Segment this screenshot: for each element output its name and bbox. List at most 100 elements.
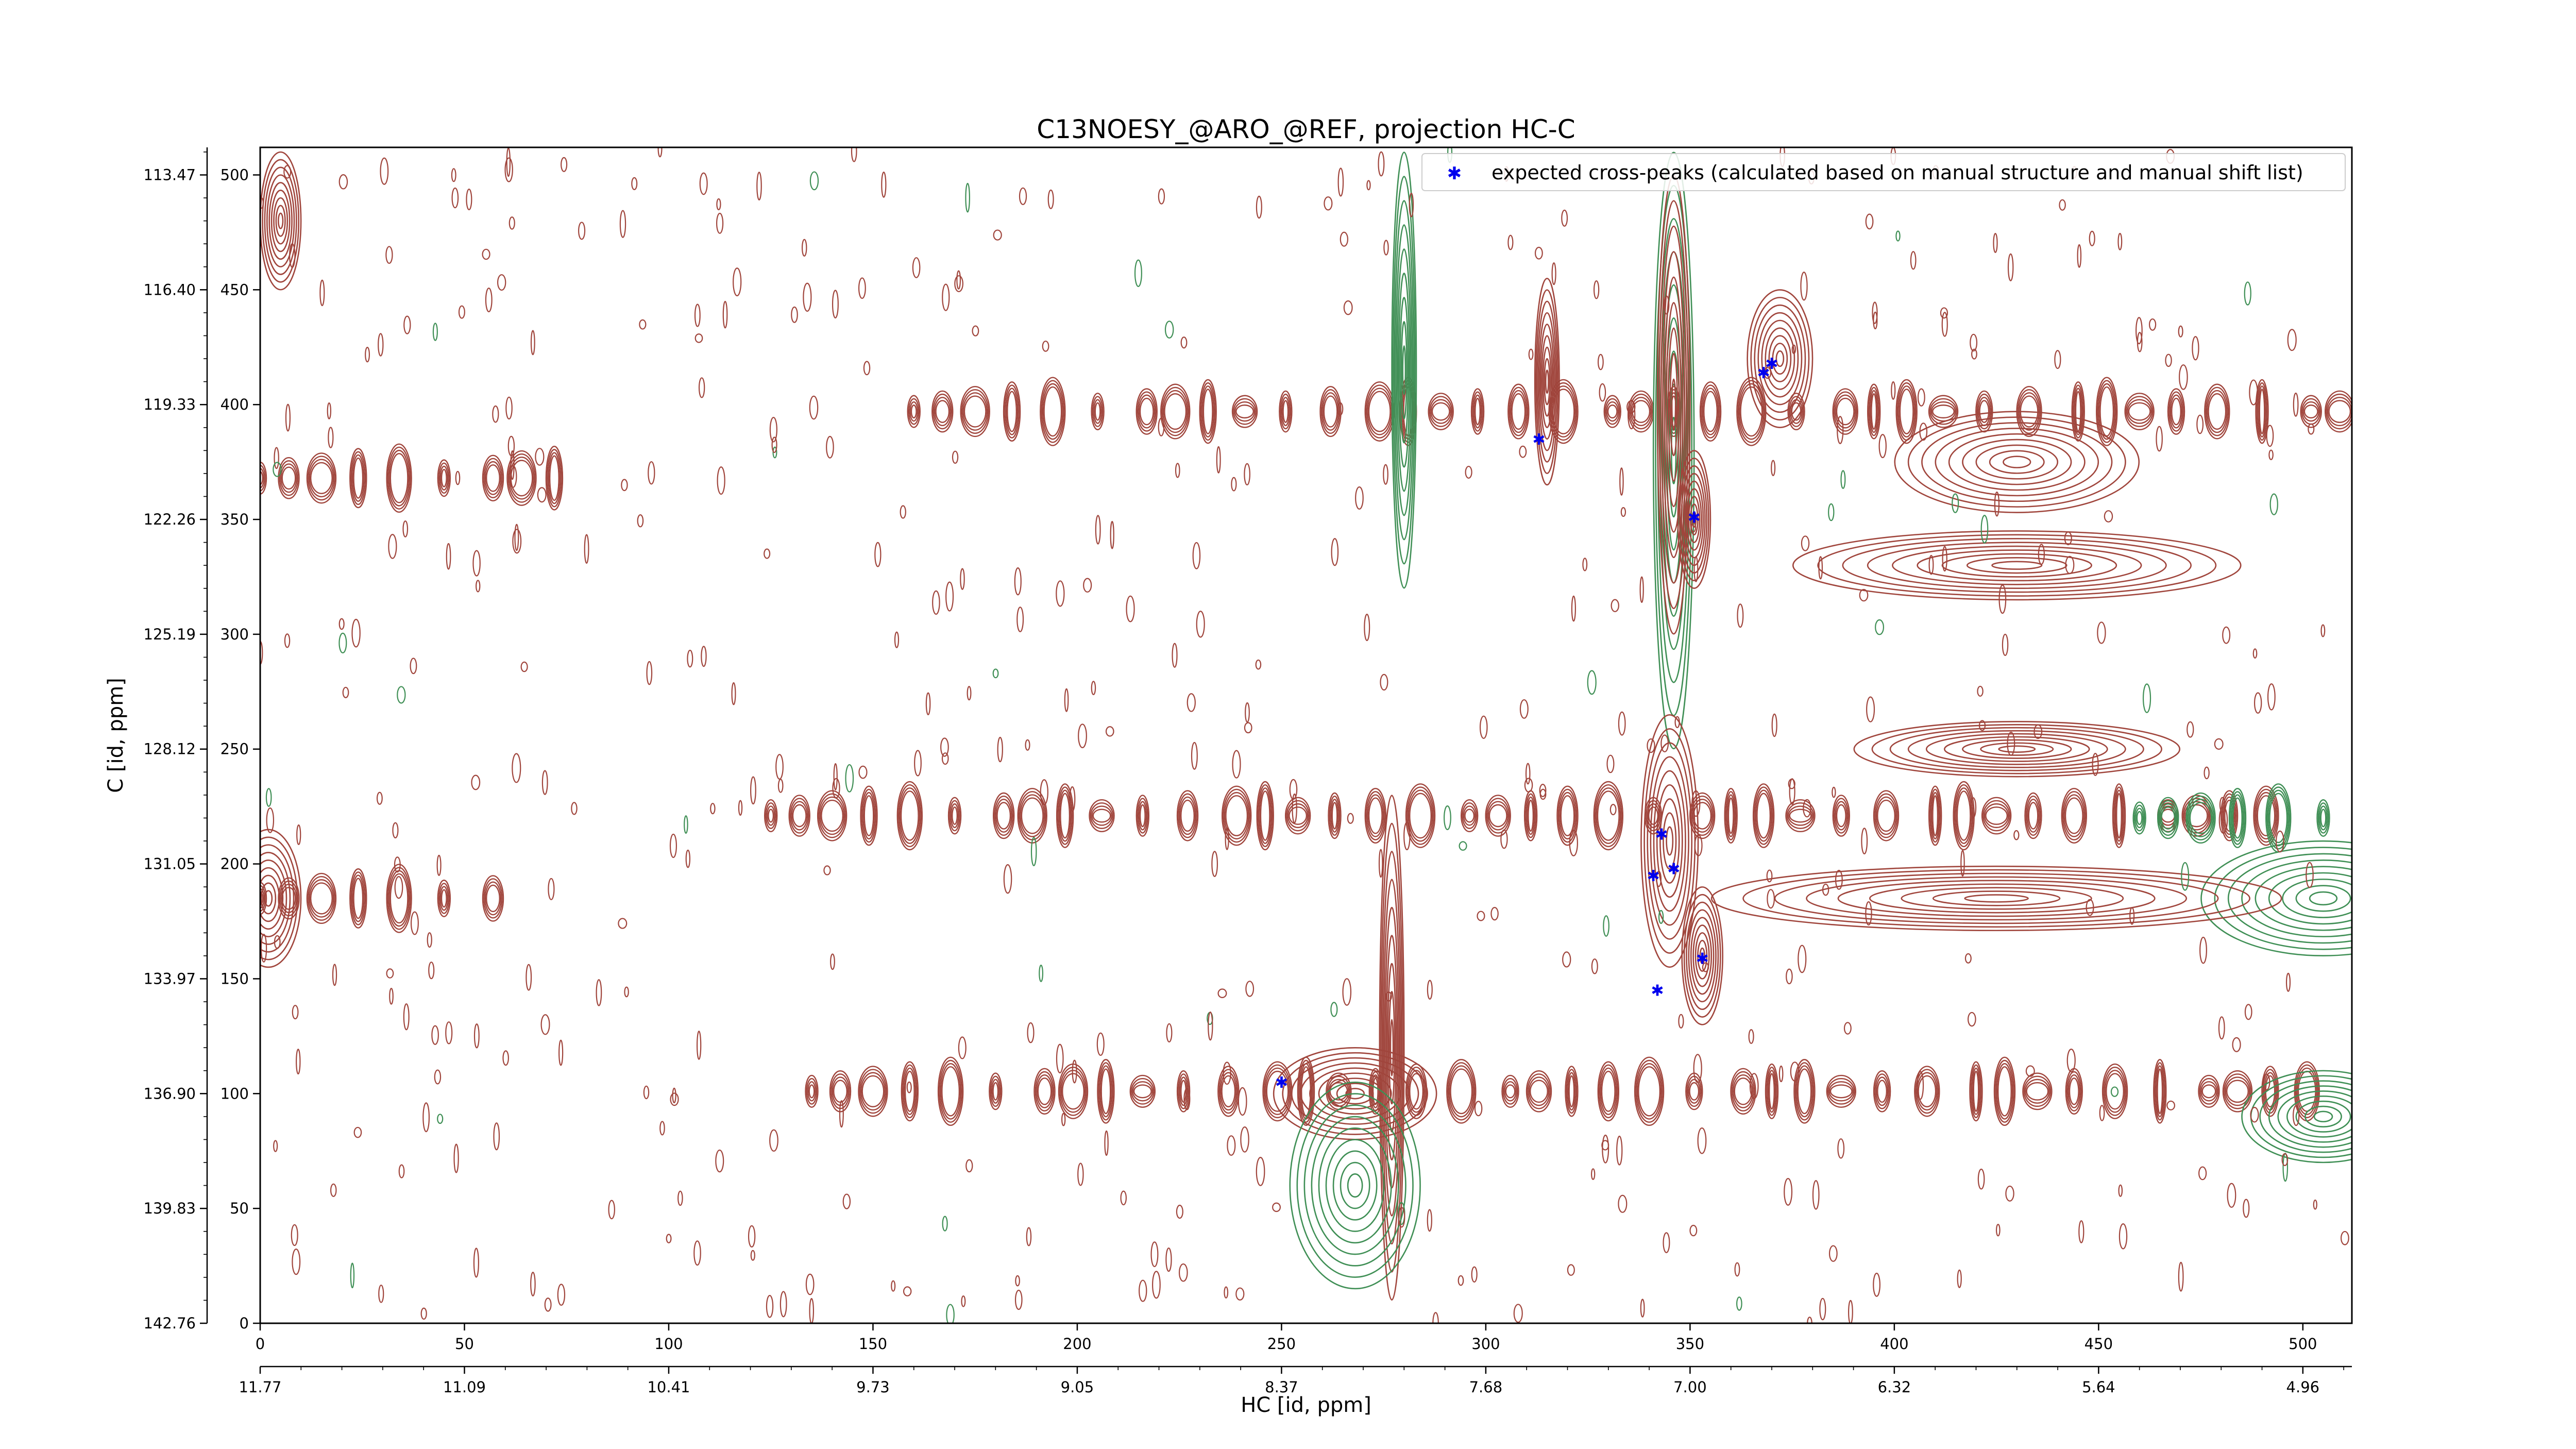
contour-ring bbox=[1331, 802, 1338, 830]
noise-contour bbox=[1471, 1266, 1478, 1283]
noise-contour bbox=[473, 1023, 480, 1049]
contour-ring bbox=[2103, 1066, 2127, 1116]
contour-ring bbox=[904, 1070, 915, 1112]
contour-ring bbox=[2223, 796, 2236, 835]
noise-contour bbox=[351, 618, 361, 648]
contour-ring bbox=[1368, 797, 1383, 834]
contour-ring bbox=[2259, 389, 2265, 434]
noise-contour bbox=[952, 450, 959, 464]
contour-ring bbox=[1755, 789, 1772, 842]
x-ppm-tick-label: 10.41 bbox=[647, 1378, 690, 1396]
contour-ring bbox=[2201, 1084, 2216, 1099]
contour-ring bbox=[1549, 382, 1578, 441]
noise-contour bbox=[2275, 830, 2284, 853]
noise-contour bbox=[1618, 711, 1626, 736]
contour-ring bbox=[1537, 300, 1557, 463]
contour-ring bbox=[1368, 391, 1391, 432]
noise-contour bbox=[520, 661, 528, 672]
contour-ring bbox=[545, 446, 564, 511]
contour-ring bbox=[1726, 794, 1736, 837]
noise-contour bbox=[1664, 295, 1670, 315]
contour-ring bbox=[1137, 391, 1157, 432]
noise-contour bbox=[1940, 307, 1948, 319]
noise-contour bbox=[684, 815, 688, 834]
noise-contour bbox=[1337, 402, 1344, 416]
noise-contour bbox=[1873, 1272, 1880, 1297]
cross-peak-layer: ✱✱✱✱✱✱✱ ✱✱✱ bbox=[1275, 355, 1778, 1092]
contour-ring bbox=[899, 787, 921, 844]
contour-ring bbox=[1408, 789, 1433, 842]
noise-contour bbox=[699, 172, 708, 195]
noise-contour bbox=[809, 171, 819, 191]
contour-ring bbox=[1775, 350, 1785, 367]
noise-contour bbox=[1737, 603, 1744, 628]
noise-contour bbox=[608, 1200, 615, 1220]
noise-contour bbox=[451, 187, 459, 209]
noise-contour bbox=[1859, 588, 1869, 602]
noise-contour bbox=[1217, 988, 1227, 999]
contour-ring bbox=[1298, 1059, 1314, 1123]
noise-contour bbox=[397, 686, 406, 704]
contour-ring bbox=[2099, 386, 2114, 437]
contour-ring bbox=[485, 464, 500, 492]
noise-contour bbox=[289, 243, 296, 268]
noise-contour bbox=[1784, 1178, 1793, 1206]
noise-contour bbox=[1995, 1224, 2001, 1237]
contour-ring bbox=[2198, 1074, 2220, 1108]
contour-ring bbox=[1664, 276, 1684, 533]
contour-ring bbox=[387, 446, 411, 510]
noise-contour bbox=[1778, 1065, 1784, 1083]
contour-ring bbox=[1932, 405, 1955, 419]
contour-ring bbox=[2167, 388, 2185, 435]
noise-contour bbox=[1223, 1062, 1231, 1085]
contour-ring bbox=[1100, 1068, 1111, 1115]
noise-contour bbox=[437, 1114, 444, 1124]
noise-contour bbox=[1403, 821, 1411, 851]
contour-ring bbox=[1504, 1081, 1517, 1102]
contour-ring bbox=[1730, 1068, 1756, 1115]
noise-contour bbox=[1091, 681, 1096, 695]
contour-ring bbox=[1568, 1075, 1575, 1107]
contour-ring bbox=[1133, 1084, 1152, 1099]
y-ppm-tick-label: 125.19 bbox=[144, 626, 196, 643]
contour-ring bbox=[805, 1074, 819, 1108]
contour-ring bbox=[1099, 1065, 1112, 1118]
contour-ring bbox=[1768, 335, 1792, 382]
contour-ring bbox=[1689, 792, 1716, 839]
contour-ring bbox=[438, 883, 450, 914]
noise-contour bbox=[2178, 1261, 2184, 1292]
y-tick-label: 0 bbox=[240, 1315, 249, 1332]
contour-ring bbox=[1833, 391, 1857, 432]
noise-contour bbox=[621, 479, 628, 492]
noise-contour bbox=[1444, 805, 1451, 830]
noise-contour bbox=[1593, 280, 1600, 299]
contour-ring bbox=[1282, 1052, 1428, 1135]
contour-ring bbox=[266, 174, 295, 267]
contour-ring bbox=[1681, 886, 1723, 1025]
contour-ring bbox=[1867, 542, 2167, 589]
contour-ring bbox=[765, 802, 777, 829]
noise-contour bbox=[694, 304, 701, 327]
x-tick-label: 400 bbox=[1880, 1335, 1908, 1353]
noise-contour bbox=[1104, 1130, 1109, 1156]
contour-ring bbox=[2028, 802, 2039, 830]
noise-contour bbox=[2250, 1107, 2259, 1123]
noise-contour bbox=[766, 1294, 774, 1318]
contour-ring bbox=[1660, 225, 1687, 584]
contour-ring bbox=[1604, 398, 1620, 425]
contour-ring bbox=[1136, 388, 1158, 435]
noise-contour bbox=[434, 1069, 442, 1085]
contour-ring bbox=[547, 449, 562, 508]
contour-ring bbox=[277, 212, 284, 229]
contour-ring bbox=[1786, 802, 1815, 829]
noise-contour bbox=[2142, 683, 2151, 713]
contour-ring bbox=[2255, 866, 2352, 931]
noise-contour bbox=[2243, 1199, 2250, 1218]
noise-contour bbox=[619, 210, 626, 238]
contour-ring bbox=[1328, 792, 1342, 839]
contour-ring bbox=[808, 1084, 815, 1099]
contour-ring bbox=[1596, 787, 1621, 844]
noise-contour bbox=[1383, 240, 1389, 256]
noise-contour bbox=[1164, 321, 1174, 339]
noise-contour bbox=[900, 505, 906, 519]
